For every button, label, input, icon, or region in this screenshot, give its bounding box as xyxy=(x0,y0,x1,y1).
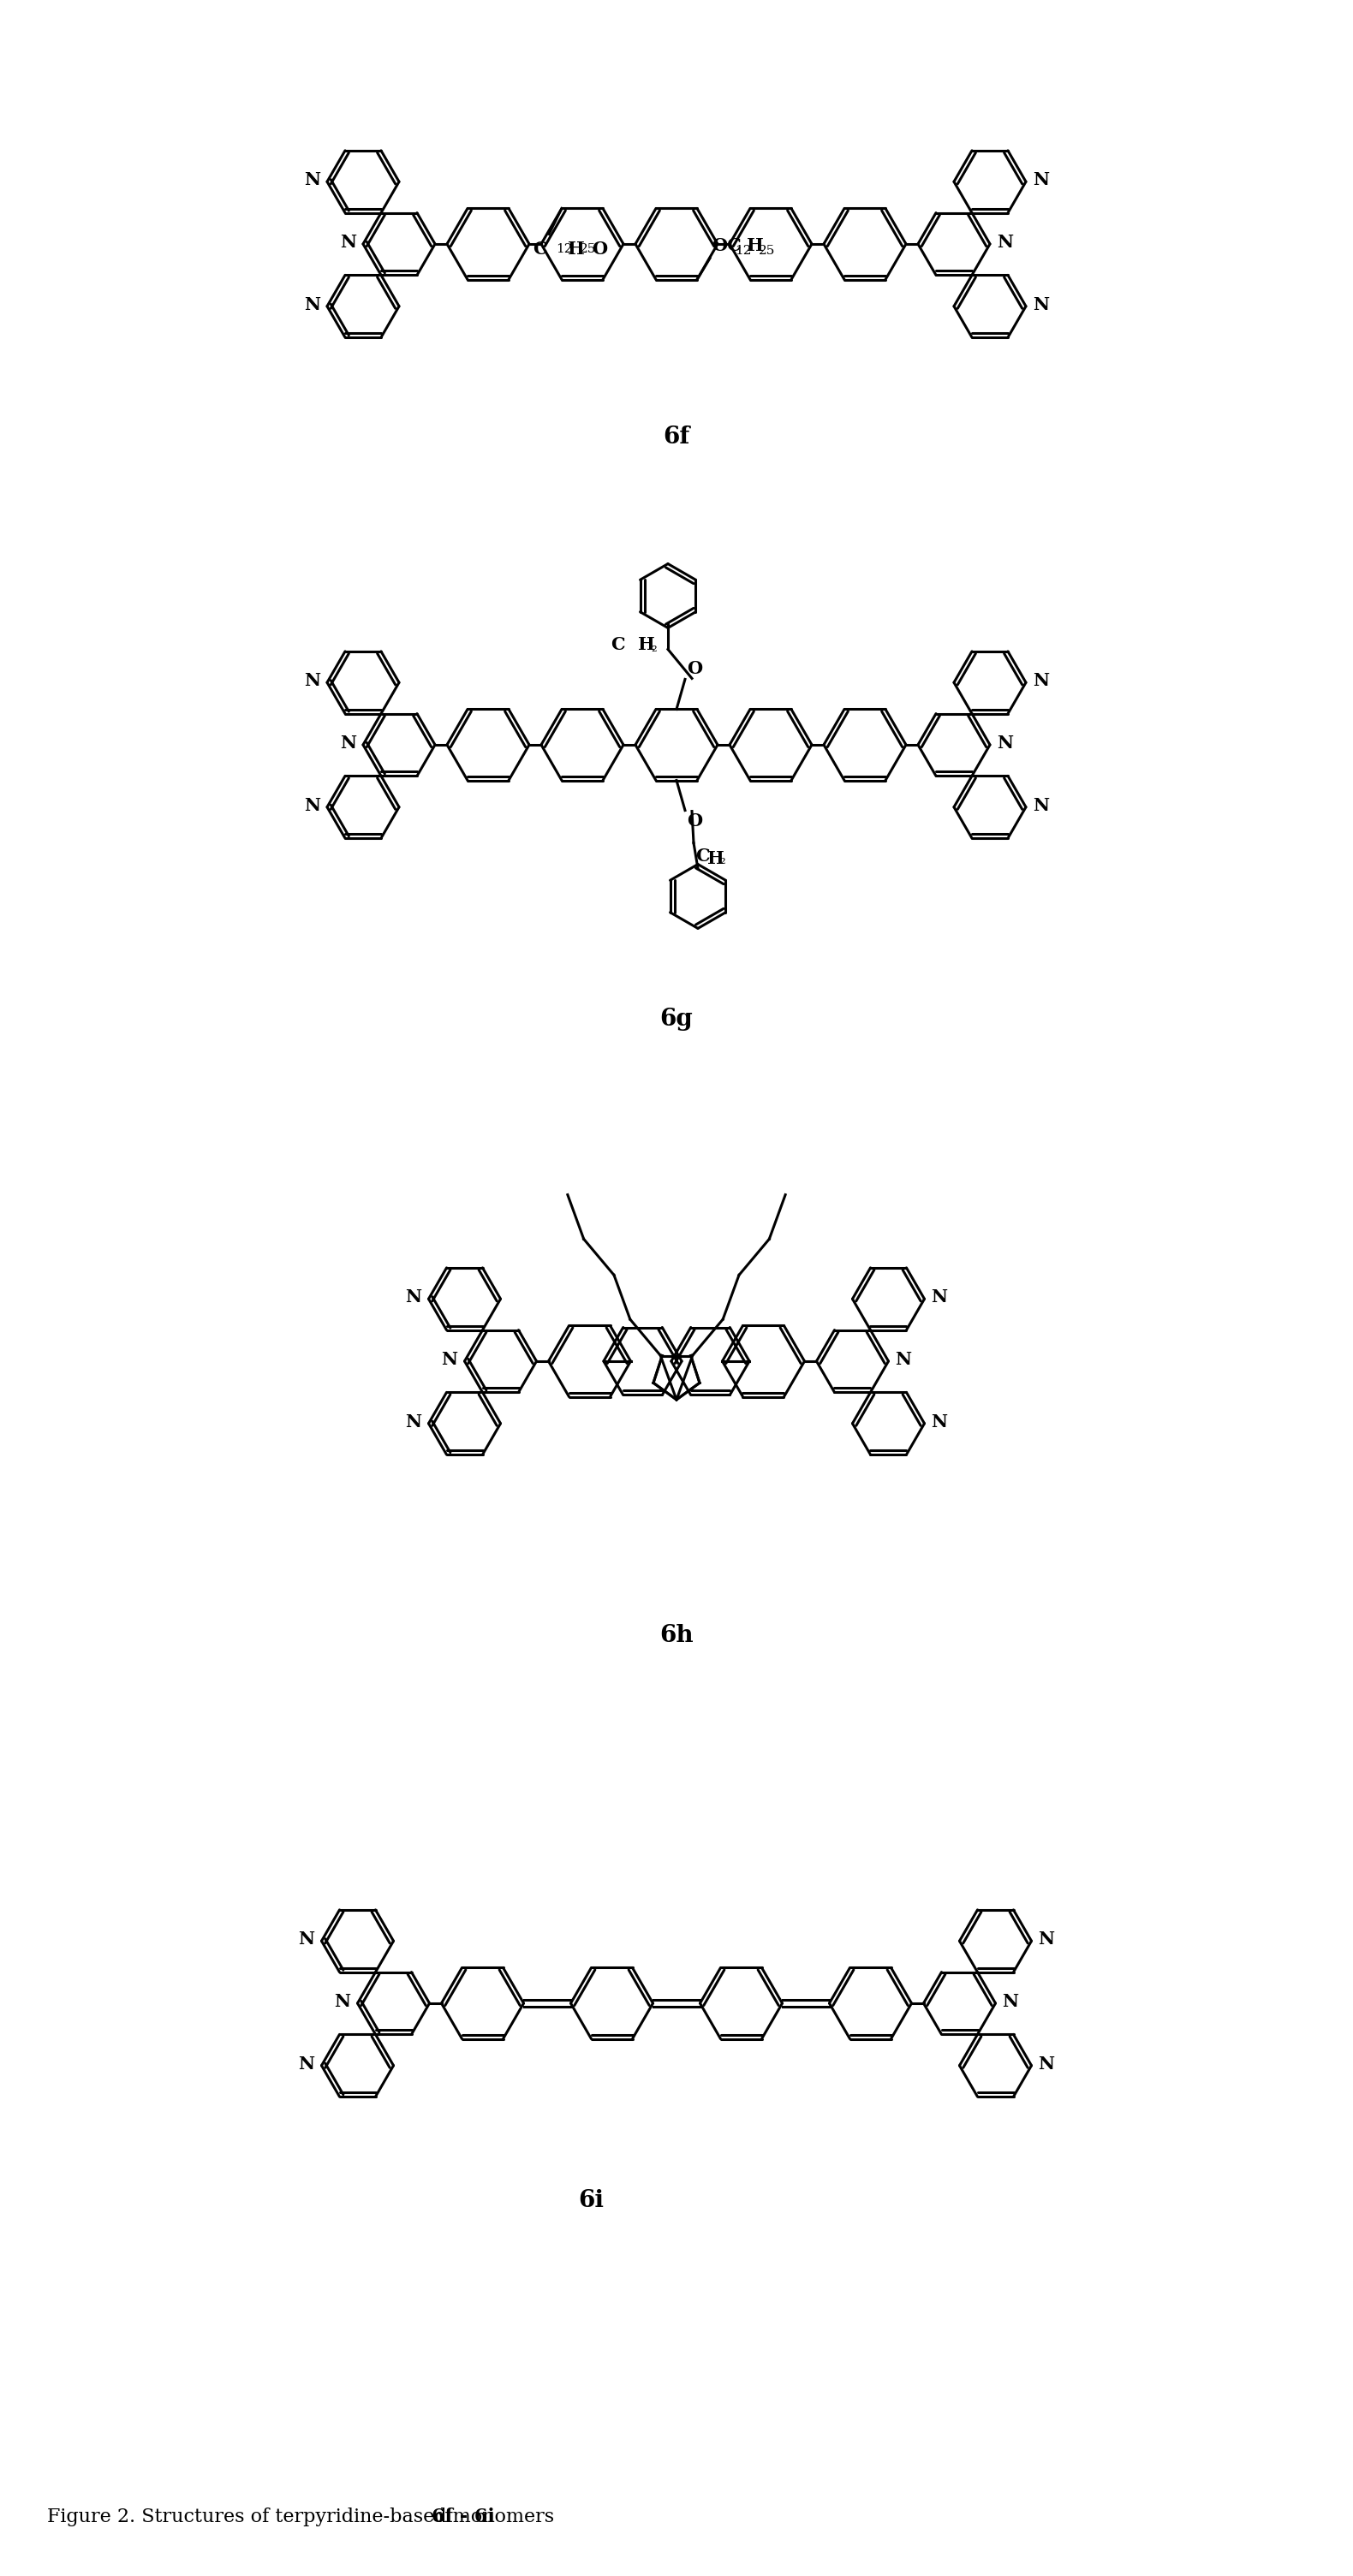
Text: H: H xyxy=(639,636,655,654)
Text: H: H xyxy=(747,237,763,255)
Text: N: N xyxy=(1038,1932,1055,1947)
Text: N: N xyxy=(334,1994,350,2009)
Text: H: H xyxy=(568,242,584,258)
Text: OC: OC xyxy=(712,237,741,255)
Text: N: N xyxy=(1032,296,1049,314)
Text: N: N xyxy=(1032,796,1049,814)
Text: H: H xyxy=(708,850,724,868)
Text: 12: 12 xyxy=(556,245,572,255)
Text: N: N xyxy=(997,734,1013,752)
Text: N: N xyxy=(304,173,321,188)
Text: 6i: 6i xyxy=(578,2190,603,2213)
Text: N: N xyxy=(931,1414,947,1430)
Text: ₂: ₂ xyxy=(651,641,656,654)
Text: N: N xyxy=(1032,672,1049,690)
Text: Figure 2. Structures of terpyridine-based monomers: Figure 2. Structures of terpyridine-base… xyxy=(47,2506,560,2527)
Text: O: O xyxy=(687,659,702,677)
Text: O: O xyxy=(591,242,607,258)
Text: N: N xyxy=(1038,2056,1055,2074)
Text: N: N xyxy=(406,1288,422,1306)
Text: C: C xyxy=(612,636,625,654)
Text: N: N xyxy=(298,1932,315,1947)
Text: N: N xyxy=(340,734,356,752)
Text: 6g: 6g xyxy=(660,1007,693,1030)
Text: N: N xyxy=(304,796,321,814)
Text: N: N xyxy=(896,1350,912,1368)
Text: 25: 25 xyxy=(759,245,775,258)
Text: N: N xyxy=(441,1350,457,1368)
Text: 25: 25 xyxy=(579,245,597,255)
Text: N: N xyxy=(298,2056,315,2074)
Text: 6h: 6h xyxy=(659,1623,694,1646)
Text: C: C xyxy=(695,848,709,866)
Text: N: N xyxy=(997,234,1013,250)
Text: N: N xyxy=(304,672,321,690)
Text: N: N xyxy=(1032,173,1049,188)
Text: 12: 12 xyxy=(735,245,751,258)
Text: C: C xyxy=(533,242,547,258)
Text: ₂: ₂ xyxy=(720,853,725,868)
Text: N: N xyxy=(304,296,321,314)
Text: N: N xyxy=(406,1414,422,1430)
Text: O: O xyxy=(687,811,702,829)
Text: 6f - 6i: 6f - 6i xyxy=(432,2506,495,2527)
Text: N: N xyxy=(1003,1994,1019,2009)
Text: 6f: 6f xyxy=(663,425,690,448)
Text: N: N xyxy=(931,1288,947,1306)
Text: N: N xyxy=(340,234,356,250)
